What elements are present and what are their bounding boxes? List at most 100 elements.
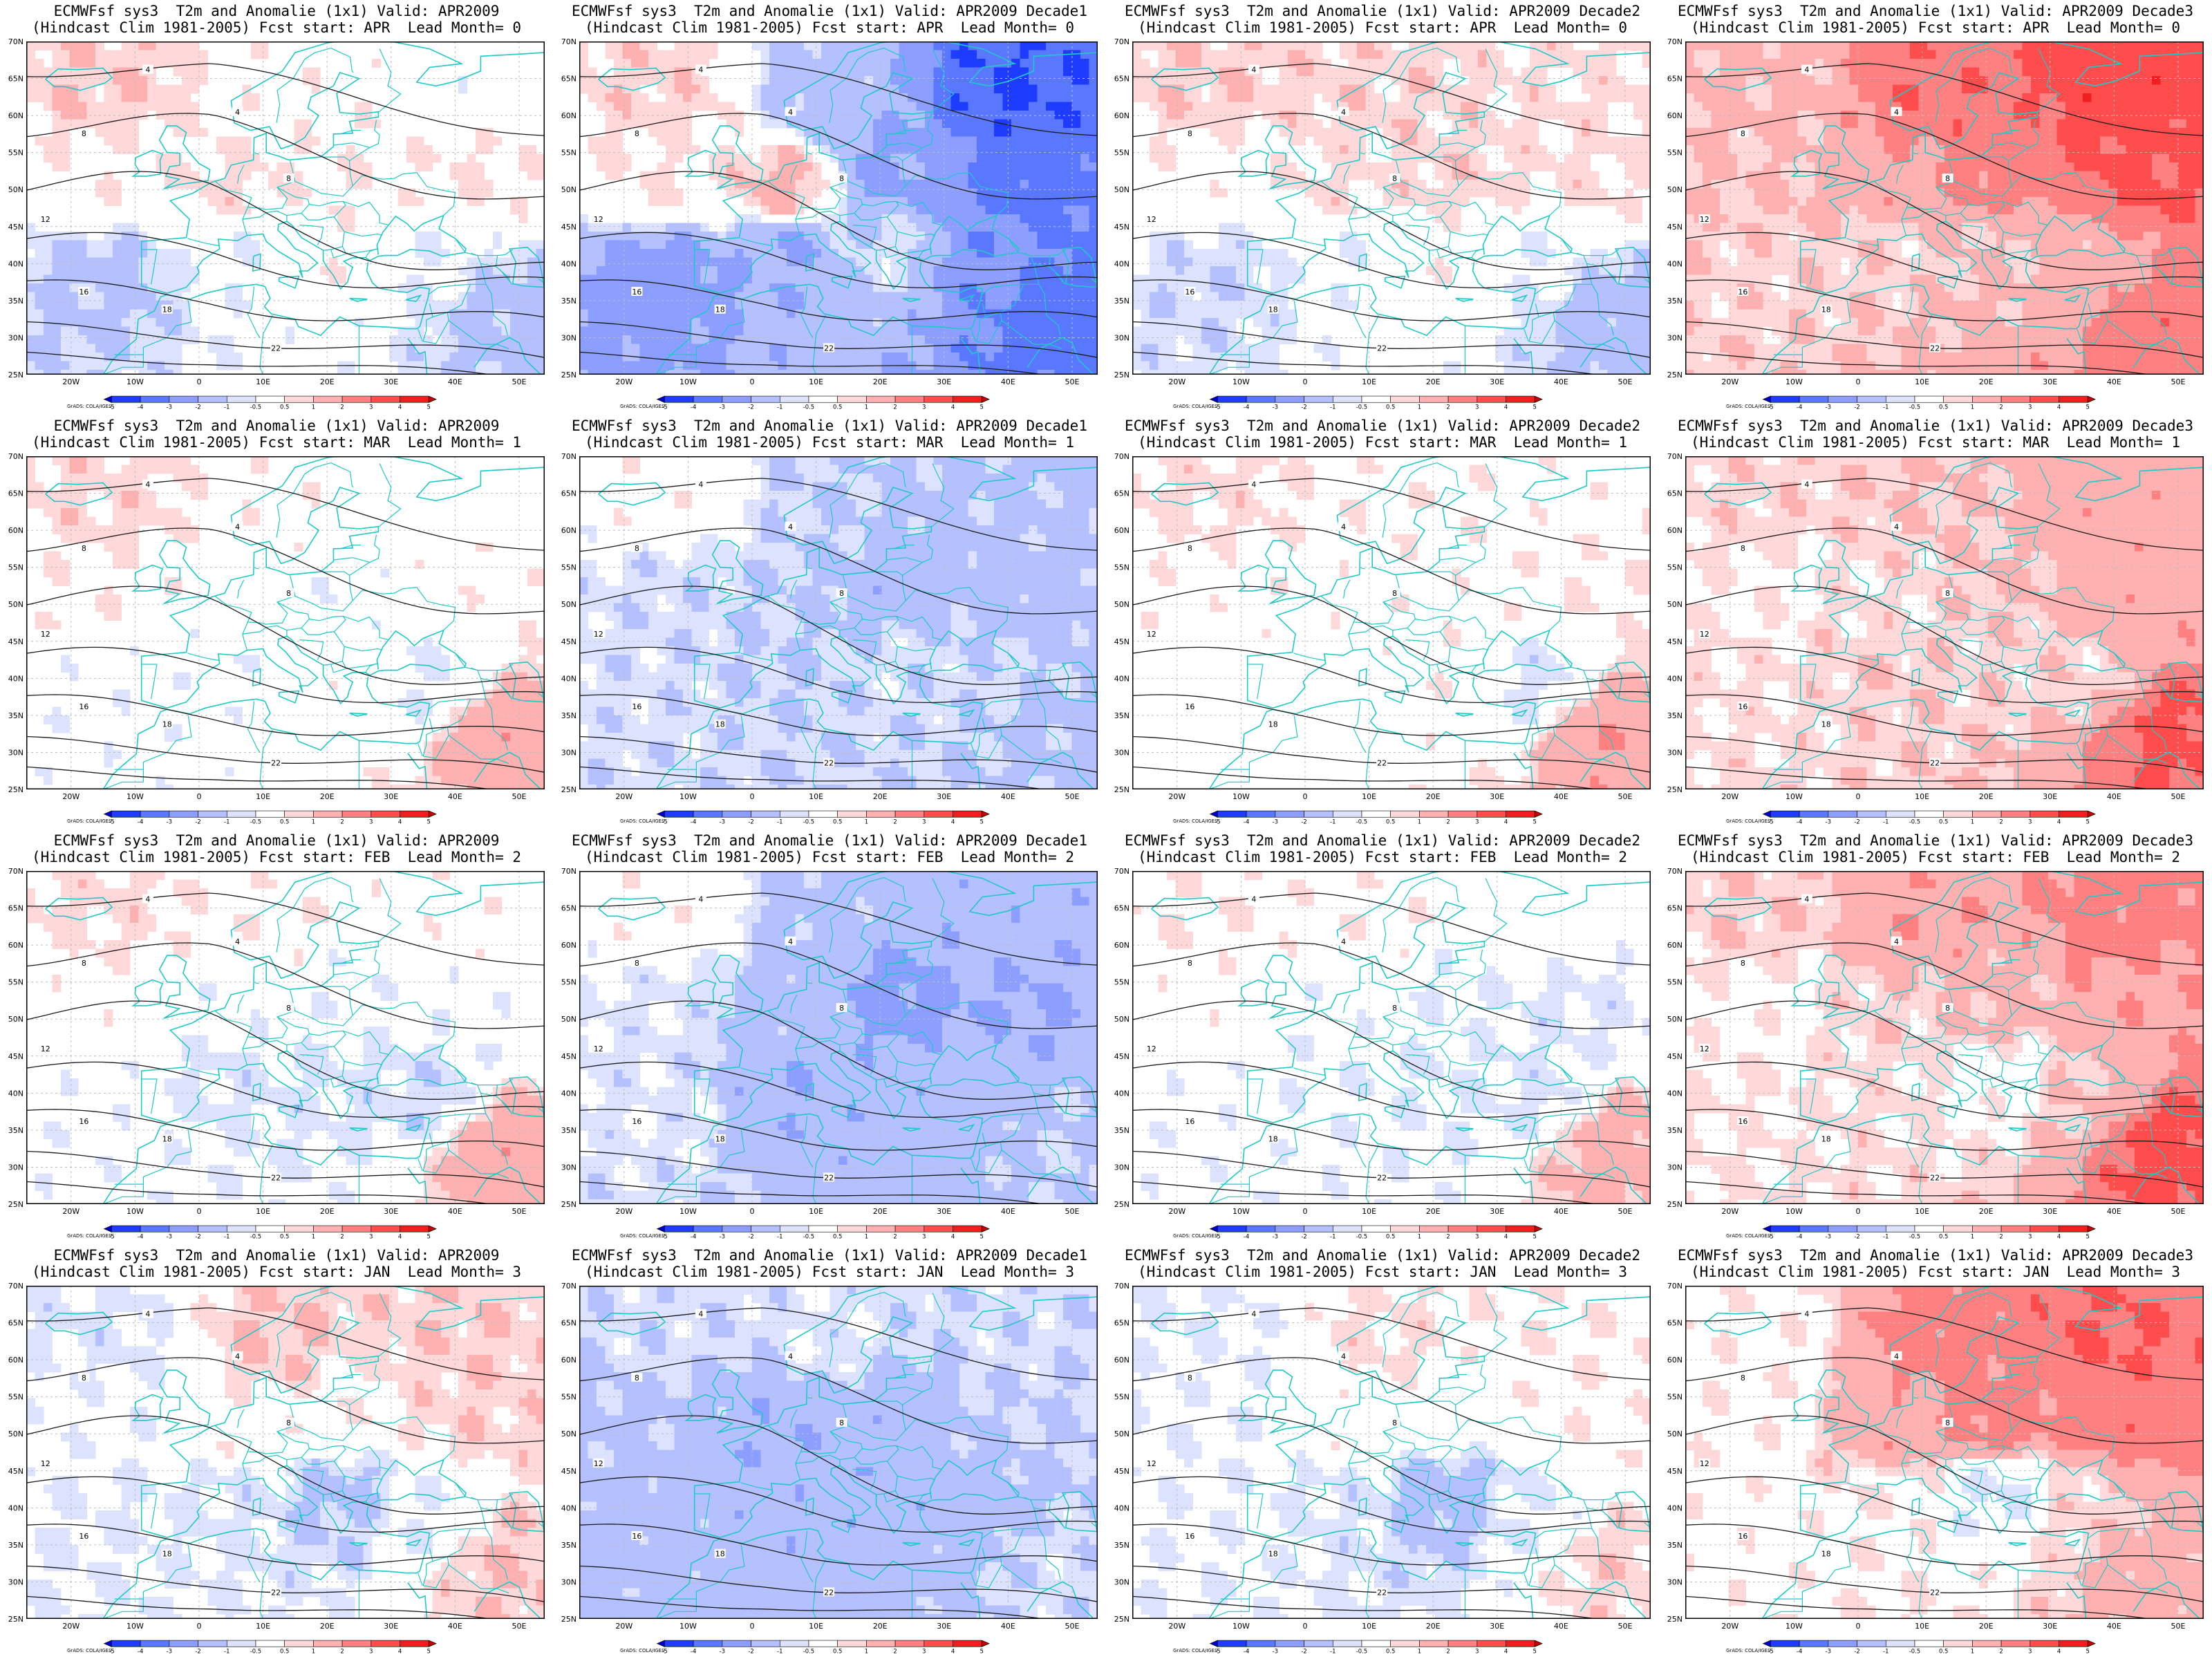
colorbar-label: -3 — [1273, 1647, 1278, 1654]
colorbar-swatch — [1246, 1225, 1276, 1232]
contour-label: 8 — [839, 1004, 844, 1013]
map-axes: 70N 65N 60N 55N 50N 45N 40N 35N 30N 25N 20W 10W 0 10E… — [8, 1282, 527, 1631]
colorbar-swatch — [1914, 1640, 1944, 1647]
colorbar-swatch — [1972, 395, 2002, 403]
colorbar: -5 -4 -3 -2 -1 -0.5 0.5 1 2 3 4 5 GrADS: COLA/IGES — [1726, 810, 2096, 825]
lat-tick-label: 45N — [1667, 1467, 1683, 1476]
credit-text: GrADS: COLA/IGES — [620, 404, 664, 409]
credit-text: GrADS: COLA/IGES — [1726, 1648, 1770, 1653]
lat-tick-label: 55N — [8, 563, 24, 572]
lon-tick-label: 30E — [2043, 1207, 2057, 1216]
colorbar-label: 1 — [865, 1647, 868, 1654]
lat-tick-label: 60N — [8, 526, 24, 535]
lat-tick-label: 55N — [1114, 1393, 1130, 1402]
contour-label-bg — [1929, 1172, 1941, 1182]
colorbar-arrow-high — [428, 1225, 437, 1232]
anomaly-field — [579, 456, 1098, 789]
colorbar-label: -2 — [1301, 1232, 1306, 1239]
colorbar-swatch — [255, 1640, 285, 1647]
lon-tick-label: 10W — [126, 1207, 144, 1216]
anomaly-map: 4 8 12 16 18 22 4 8 — [1132, 1286, 1651, 1619]
lon-tick-label: 10E — [1915, 1622, 1929, 1631]
contour-label: 12 — [1147, 1044, 1156, 1053]
lon-tick-label: 40E — [448, 1207, 462, 1216]
lat-tick-label: 40N — [1114, 1503, 1130, 1512]
colorbar-label: 0.5 — [833, 403, 842, 410]
lon-tick-label: 10E — [809, 377, 823, 386]
lat-tick-label: 65N — [1667, 1319, 1683, 1328]
panel-subtitle: (Hindcast Clim 1981-2005) Fcst start: MA… — [584, 434, 1074, 451]
contour-label: 22 — [824, 344, 834, 353]
contour-label: 8 — [286, 1418, 291, 1427]
lat-tick-label: 30N — [1114, 748, 1130, 757]
colorbar-label: 3 — [2028, 818, 2032, 825]
contour-label-bg — [1820, 1548, 1832, 1558]
anomaly-map: 4 8 12 16 18 22 4 8 — [1132, 456, 1651, 789]
colorbar-label: -1 — [1883, 1647, 1888, 1654]
colorbar-swatch — [1419, 1640, 1449, 1647]
contour-label: 18 — [715, 1135, 725, 1144]
contour-label-bg — [161, 719, 173, 729]
panel-subtitle: (Hindcast Clim 1981-2005) Fcst start: MA… — [31, 434, 521, 451]
lon-tick-label: 0 — [197, 1207, 202, 1216]
lat-tick-label: 30N — [1114, 1163, 1130, 1172]
colorbar-arrow-low — [103, 1225, 112, 1232]
colorbar-swatch — [169, 1640, 198, 1647]
lat-tick-label: 25N — [1114, 1615, 1130, 1624]
colorbar-swatch — [1275, 1640, 1304, 1647]
lat-tick-label: 30N — [1667, 1163, 1683, 1172]
colorbar-label: 5 — [1533, 403, 1537, 410]
lat-tick-label: 25N — [1667, 1615, 1683, 1624]
contour-label: 18 — [1821, 720, 1831, 729]
colorbar-label: -2 — [195, 818, 200, 825]
colorbar-swatch — [894, 395, 925, 403]
lat-tick-label: 25N — [1667, 1200, 1683, 1209]
contour-label-bg — [78, 957, 90, 967]
colorbar-swatch — [1972, 1640, 2002, 1647]
colorbar-label: -2 — [1854, 1647, 1859, 1654]
contour-label: 22 — [1930, 1588, 1940, 1597]
lat-tick-label: 40N — [8, 259, 24, 268]
colorbar-label: -5 — [1768, 818, 1773, 825]
lat-tick-label: 50N — [8, 1430, 24, 1438]
colorbar-label: 5 — [2086, 403, 2090, 410]
lat-tick-label: 45N — [1667, 223, 1683, 232]
lat-tick-label: 55N — [1114, 563, 1130, 572]
lat-tick-label: 45N — [561, 1052, 577, 1061]
colorbar-swatch — [953, 395, 982, 403]
map-axes: 70N 65N 60N 55N 50N 45N 40N 35N 30N 25N 20W 10W 0 10E… — [8, 867, 527, 1216]
lon-tick-label: 20W — [1168, 1622, 1185, 1631]
contour-label: 16 — [632, 1117, 641, 1126]
lat-tick-label: 70N — [8, 1282, 24, 1291]
colorbar-swatch — [1246, 1640, 1276, 1647]
lat-tick-label: 30N — [1667, 1577, 1683, 1586]
colorbar-label: -3 — [720, 1647, 725, 1654]
lat-tick-label: 45N — [561, 1467, 577, 1476]
contour-label: 4 — [235, 523, 240, 532]
coastlines — [1151, 871, 1651, 1204]
anomaly-map: 4 8 12 16 18 22 4 8 — [1132, 41, 1651, 375]
map-axes: 70N 65N 60N 55N 50N 45N 40N 35N 30N 25N 20W 10W 0 10E… — [1667, 867, 2186, 1216]
colorbar-label: 2 — [893, 1232, 897, 1239]
colorbar-label: 5 — [1533, 1232, 1537, 1239]
lat-tick-label: 65N — [8, 904, 24, 913]
colorbar-swatch — [313, 1640, 343, 1647]
lat-tick-label: 35N — [1667, 711, 1683, 720]
lat-tick-label: 45N — [8, 223, 24, 232]
coastlines — [45, 41, 545, 375]
lat-tick-label: 25N — [8, 1615, 24, 1624]
lon-tick-label: 20W — [1168, 1207, 1185, 1216]
contour-label: 8 — [839, 1418, 844, 1427]
lat-tick-label: 65N — [1114, 1319, 1130, 1328]
lat-tick-label: 40N — [1667, 674, 1683, 683]
lat-tick-label: 35N — [561, 711, 577, 720]
panel-subtitle: (Hindcast Clim 1981-2005) Fcst start: FE… — [31, 849, 521, 865]
contour-label-bg — [1267, 304, 1279, 314]
lat-tick-label: 60N — [1667, 1356, 1683, 1365]
panel-title: ECMWFsf sys3 T2m and Anomalie (1x1) Vali… — [572, 3, 1087, 19]
colorbar-label: -2 — [748, 403, 753, 410]
colorbar-label: 1 — [312, 818, 315, 825]
colorbar-swatch — [140, 1225, 170, 1232]
colorbar-label: -1 — [1330, 1232, 1335, 1239]
lat-tick-label: 50N — [8, 185, 24, 194]
